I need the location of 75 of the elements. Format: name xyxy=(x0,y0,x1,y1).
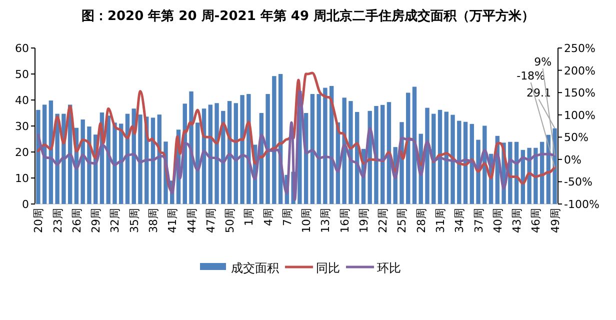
x-tick-label: 13周 xyxy=(319,208,332,233)
x-tick-label: 31周 xyxy=(434,208,448,233)
bar xyxy=(310,94,315,204)
bar xyxy=(444,112,448,204)
bar xyxy=(234,103,238,204)
bar xyxy=(438,110,442,204)
x-tick-label: 20周 xyxy=(32,208,46,233)
legend-label: 成交面积 xyxy=(231,261,279,275)
y-tick-label: 30 xyxy=(15,120,29,133)
y2-tick-label: 50% xyxy=(564,131,588,144)
y2-tick-label: 250% xyxy=(564,42,596,55)
x-tick-label: 46周 xyxy=(530,208,543,233)
x-tick-label: 7周 xyxy=(280,208,294,226)
y2-tick-label: -50% xyxy=(564,176,592,189)
x-tick-label: 37周 xyxy=(472,208,486,233)
bar xyxy=(374,106,378,204)
bar xyxy=(450,114,455,204)
x-tick-label: 29周 xyxy=(90,208,103,233)
x-tick-label: 25周 xyxy=(396,208,409,233)
bar xyxy=(406,92,410,204)
bar xyxy=(457,120,462,204)
y2-tick-label: 0% xyxy=(564,153,582,166)
bar xyxy=(272,76,276,204)
x-tick-label: 32周 xyxy=(108,208,122,233)
bar xyxy=(208,104,212,204)
bar xyxy=(138,114,142,204)
bar xyxy=(214,103,219,204)
x-tick-label: 44周 xyxy=(185,208,198,233)
bar xyxy=(323,88,328,204)
legend-label: 同比 xyxy=(316,261,340,275)
x-tick-label: 41周 xyxy=(166,208,180,233)
y2-tick-label: -100% xyxy=(564,198,600,211)
x-tick-label: 19周 xyxy=(357,208,370,233)
x-tick-label: 23周 xyxy=(51,208,64,233)
bar xyxy=(425,108,430,204)
data-label: 29.1 xyxy=(526,86,552,100)
chart-title: 图：2020 年第 20 周-2021 年第 49 周北京二手住房成交面积（万平方米） xyxy=(81,8,535,24)
y2-tick-label: 100% xyxy=(564,108,596,122)
x-tick-label: 1周 xyxy=(242,208,256,226)
x-tick-label: 26周 xyxy=(70,208,84,233)
y2-tick-label: 200% xyxy=(564,64,596,78)
bar xyxy=(36,110,40,204)
x-tick-label: 35周 xyxy=(128,208,141,233)
bar xyxy=(470,124,474,204)
x-tick-label: 40周 xyxy=(491,208,504,233)
data-label: 9% xyxy=(534,55,552,68)
y-tick-label: 10 xyxy=(15,172,29,185)
bar xyxy=(221,110,226,204)
y-tick-label: 60 xyxy=(15,42,29,55)
x-tick-label: 47周 xyxy=(204,208,218,233)
x-tick-label: 34周 xyxy=(453,208,466,233)
bar xyxy=(348,101,353,204)
bar xyxy=(266,94,270,204)
y-tick-label: 40 xyxy=(15,94,29,107)
bar xyxy=(240,95,244,204)
x-tick-label: 16周 xyxy=(338,208,352,233)
legend-label: 环比 xyxy=(377,261,401,275)
x-tick-label: 22周 xyxy=(376,208,390,233)
data-label: -18% xyxy=(516,69,546,82)
y2-tick-label: 150% xyxy=(564,86,596,100)
x-tick-label: 43周 xyxy=(510,208,524,233)
bar xyxy=(380,104,385,204)
bar xyxy=(112,122,117,204)
bar xyxy=(316,94,321,204)
x-tick-label: 10周 xyxy=(300,208,314,233)
bar xyxy=(534,148,538,204)
x-tick-label: 49周 xyxy=(548,208,562,233)
x-tick-label: 28周 xyxy=(414,208,428,233)
y-tick-label: 0 xyxy=(22,198,29,211)
x-tick-label: 38周 xyxy=(146,208,160,233)
bar xyxy=(80,120,85,204)
y-tick-label: 20 xyxy=(15,146,29,159)
x-tick-label: 4周 xyxy=(262,208,275,226)
y-tick-label: 50 xyxy=(15,68,29,81)
x-tick-label: 50周 xyxy=(224,208,237,233)
